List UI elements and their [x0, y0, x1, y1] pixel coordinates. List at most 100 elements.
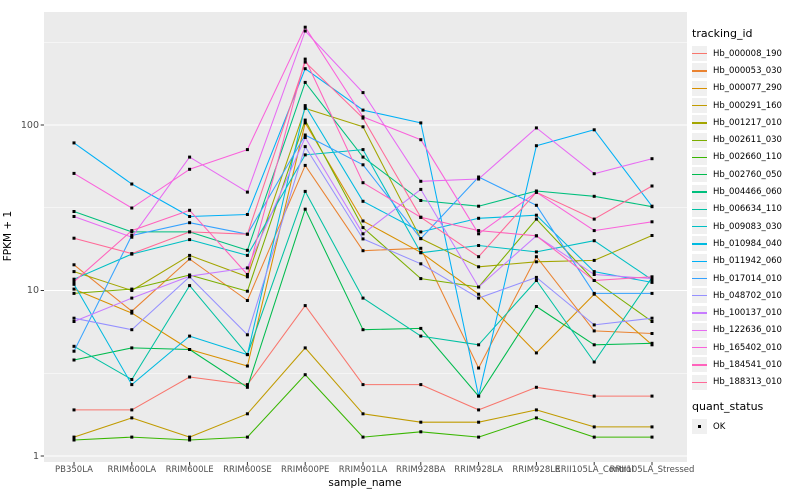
legend-key-box [692, 201, 707, 217]
data-point [592, 360, 596, 364]
x-tick-label: RRIM928LA [454, 465, 503, 475]
data-point [72, 291, 76, 295]
legend-item-label: Hb_002760_050 [713, 169, 782, 180]
legend-item-label: Hb_004466_060 [713, 187, 782, 198]
legend-key-box [692, 184, 707, 200]
data-point [592, 128, 596, 132]
series-color-line-icon [692, 295, 707, 297]
data-point [245, 248, 249, 252]
data-point [303, 153, 307, 157]
legend-key-box [692, 63, 707, 79]
data-point [419, 420, 423, 424]
data-point [361, 328, 365, 332]
data-point [72, 215, 76, 218]
legend-item: Hb_017014_010 [692, 270, 800, 287]
legend-item-label: Hb_184541_010 [713, 359, 782, 370]
data-point [650, 280, 654, 284]
legend-tracking-title: tracking_id [692, 27, 753, 40]
legend-item: Hb_000291_160 [692, 97, 800, 114]
legend-item: Hb_002760_050 [692, 166, 800, 183]
data-point [188, 334, 192, 338]
quant-key-box [692, 419, 707, 435]
data-point [245, 148, 249, 152]
x-tick-label: RRII105LA_Control [554, 465, 634, 475]
legend-item: Hb_002611_030 [692, 131, 800, 148]
x-tick-label: RRIM901LA [338, 465, 388, 475]
legend-item: Hb_009083_030 [692, 218, 800, 235]
data-point [361, 226, 365, 230]
legend-item-label: Hb_002611_030 [713, 135, 782, 146]
legend-key-box [692, 357, 707, 373]
legend-quant-block: quant_status OK [692, 400, 800, 435]
data-point [534, 234, 538, 238]
data-point [72, 141, 76, 145]
data-point [361, 219, 365, 223]
legend-item-label: Hb_048702_010 [713, 290, 782, 301]
legend-item-label: Hb_000077_290 [713, 83, 782, 94]
data-point [188, 238, 192, 242]
data-point [361, 383, 365, 387]
legend-key-box [692, 305, 707, 321]
data-point [303, 145, 307, 149]
data-point [130, 416, 134, 420]
series-color-line-icon [692, 243, 707, 245]
panel-background [44, 12, 687, 462]
legend-key-box [692, 80, 707, 96]
series-color-line-icon [692, 156, 707, 159]
series-color-line-icon [692, 312, 707, 314]
data-point [188, 155, 192, 159]
data-point [361, 296, 365, 300]
data-point [188, 284, 192, 288]
legend-item: Hb_004466_060 [692, 183, 800, 200]
legend-item-label: Hb_011942_060 [713, 256, 782, 267]
data-point [130, 309, 134, 313]
series-color-line-icon [692, 329, 707, 332]
data-point [72, 358, 76, 362]
data-point [534, 260, 538, 264]
legend-item-label: Hb_000053_030 [713, 65, 782, 76]
data-point [419, 326, 423, 330]
data-point [650, 275, 654, 279]
data-point [592, 239, 596, 243]
data-point [303, 106, 307, 110]
data-point [650, 341, 654, 345]
data-point [361, 163, 365, 167]
data-point [534, 144, 538, 148]
legend-key-box [692, 46, 707, 62]
series-color-line-icon [692, 87, 707, 89]
data-point [534, 213, 538, 217]
data-point [534, 408, 538, 412]
data-point [361, 237, 365, 241]
data-point [650, 332, 654, 335]
legend-item: Hb_010984_040 [692, 235, 800, 252]
data-point [72, 171, 76, 175]
data-point [245, 364, 249, 368]
legend-item: Hb_122636_010 [692, 322, 800, 339]
data-point [303, 163, 307, 167]
data-point [419, 121, 423, 125]
data-point [303, 104, 307, 108]
data-point [72, 270, 76, 274]
data-point [534, 250, 538, 254]
data-point [245, 190, 249, 194]
legend-key-box [692, 374, 707, 390]
data-point [419, 246, 423, 250]
x-tick-label: RRIM600LA [107, 465, 157, 475]
legend-key-box [692, 132, 707, 148]
legend-item-label: Hb_001217_010 [713, 117, 782, 128]
data-point [477, 216, 481, 220]
data-point [72, 316, 76, 320]
data-point [130, 235, 134, 239]
data-point [303, 346, 307, 350]
data-point [592, 172, 596, 176]
data-point [477, 177, 481, 181]
data-point [303, 304, 307, 308]
legend-key-box [692, 236, 707, 252]
data-point [303, 136, 307, 139]
data-point [650, 234, 654, 237]
data-point [534, 305, 538, 308]
data-point [592, 343, 596, 347]
data-point [72, 263, 76, 267]
data-point [303, 207, 307, 211]
data-point [130, 435, 134, 439]
